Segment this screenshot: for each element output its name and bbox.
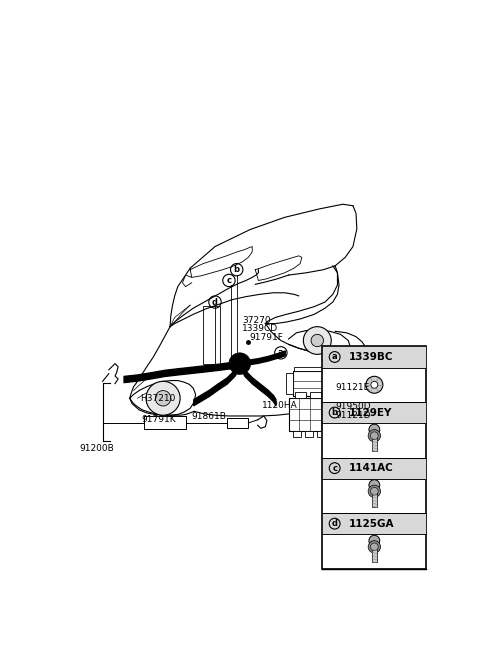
Text: 91861B: 91861B bbox=[192, 412, 227, 421]
Circle shape bbox=[368, 485, 381, 497]
Text: 1141AC: 1141AC bbox=[348, 463, 394, 473]
Bar bbox=[293, 430, 301, 437]
Text: 1339BC: 1339BC bbox=[348, 352, 393, 362]
Circle shape bbox=[368, 541, 381, 553]
Text: d: d bbox=[332, 519, 337, 528]
Text: H37210: H37210 bbox=[140, 394, 175, 403]
Bar bbox=[295, 392, 306, 398]
Bar bbox=[322, 402, 426, 423]
Circle shape bbox=[303, 327, 331, 354]
Bar bbox=[204, 306, 220, 363]
Text: 91950D: 91950D bbox=[335, 402, 371, 411]
Circle shape bbox=[371, 543, 378, 550]
Circle shape bbox=[229, 353, 251, 375]
Bar bbox=[316, 430, 324, 437]
Bar bbox=[372, 547, 377, 562]
Text: 1125GA: 1125GA bbox=[348, 519, 394, 529]
Text: a: a bbox=[278, 348, 284, 358]
Circle shape bbox=[366, 377, 383, 393]
Text: 1339CD: 1339CD bbox=[242, 323, 278, 333]
Text: 91200B: 91200B bbox=[79, 445, 114, 453]
Circle shape bbox=[369, 424, 380, 435]
Bar bbox=[305, 430, 312, 437]
Bar bbox=[322, 346, 426, 367]
Bar bbox=[292, 371, 335, 396]
Circle shape bbox=[146, 381, 180, 415]
Text: d: d bbox=[212, 298, 218, 306]
Text: 1120HA: 1120HA bbox=[262, 401, 297, 409]
Text: 91791F: 91791F bbox=[250, 333, 284, 342]
Circle shape bbox=[156, 390, 171, 406]
Text: 91791K: 91791K bbox=[142, 415, 176, 424]
Text: 37270: 37270 bbox=[242, 316, 271, 325]
Text: c: c bbox=[332, 464, 337, 472]
Text: b: b bbox=[234, 265, 240, 274]
Bar bbox=[294, 367, 334, 371]
Text: c: c bbox=[227, 276, 231, 285]
Bar bbox=[372, 491, 377, 506]
Bar bbox=[322, 346, 426, 569]
Text: b: b bbox=[332, 408, 337, 417]
Circle shape bbox=[311, 335, 324, 346]
Circle shape bbox=[371, 432, 378, 440]
Circle shape bbox=[368, 430, 381, 442]
Circle shape bbox=[371, 381, 378, 388]
Text: 1129EY: 1129EY bbox=[348, 407, 392, 418]
Text: 91121D: 91121D bbox=[335, 411, 371, 420]
Bar bbox=[286, 373, 292, 394]
Bar bbox=[288, 398, 334, 430]
Text: a: a bbox=[332, 352, 337, 361]
Bar bbox=[322, 458, 426, 479]
Circle shape bbox=[369, 535, 380, 546]
Bar bbox=[322, 513, 426, 534]
Circle shape bbox=[369, 480, 380, 491]
Bar bbox=[311, 392, 321, 398]
Text: 91121E: 91121E bbox=[335, 383, 370, 392]
Bar bbox=[372, 436, 377, 451]
Circle shape bbox=[371, 487, 378, 495]
